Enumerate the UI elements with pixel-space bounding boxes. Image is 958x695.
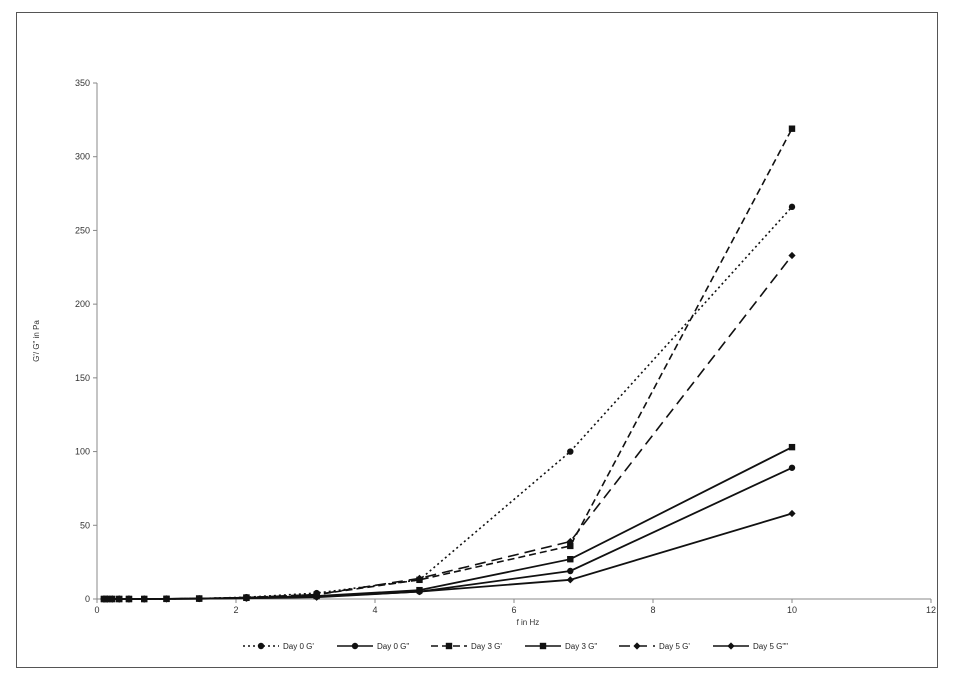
series-line <box>103 255 793 600</box>
data-point <box>125 595 133 603</box>
data-point <box>115 595 123 603</box>
legend-label: Day 0 G' <box>283 642 314 651</box>
data-point <box>567 555 574 563</box>
data-point <box>788 251 796 260</box>
legend-swatch-marker <box>445 642 453 650</box>
data-point <box>162 595 171 603</box>
legend-item: Day 0 G" <box>337 642 409 651</box>
series-6 <box>100 509 796 603</box>
line-chart: 0 50 100 150 200 250 300 350 0 2 4 6 8 10 12 f in Hz G… <box>32 78 936 651</box>
x-tick-label: 10 <box>787 605 797 615</box>
series-2 <box>100 464 796 603</box>
x-tick-label: 4 <box>372 605 377 615</box>
data-point <box>195 595 203 603</box>
legend-swatch-marker <box>257 642 265 650</box>
x-axis-title: f in Hz <box>517 618 540 627</box>
series-line <box>103 446 793 600</box>
legend-label: Day 5 G"" <box>753 642 788 651</box>
data-point <box>415 574 424 582</box>
series-layer <box>100 125 796 603</box>
y-tick-label: 250 <box>75 225 90 235</box>
y-tick-label: 300 <box>75 152 90 162</box>
y-tick-label: 0 <box>85 594 90 604</box>
x-tick-label: 12 <box>926 605 936 615</box>
data-point <box>566 576 574 584</box>
data-point <box>788 509 796 518</box>
series-4 <box>100 443 796 603</box>
legend-label: Day 3 G' <box>471 642 502 651</box>
data-point <box>313 593 321 601</box>
series-line <box>103 466 793 600</box>
data-point <box>242 594 251 602</box>
series-line <box>103 512 793 600</box>
data-point <box>788 203 796 211</box>
y-tick-label: 350 <box>75 78 90 88</box>
y-axis-title: G'/ G" in Pa <box>32 320 41 362</box>
data-point <box>788 443 796 451</box>
x-tick-label: 0 <box>94 605 99 615</box>
chart-frame: 0 50 100 150 200 250 300 350 0 2 4 6 8 10 12 f in Hz G… <box>16 12 938 668</box>
y-tick-label: 100 <box>75 447 90 457</box>
data-point <box>567 542 574 550</box>
legend-item: Day 5 G"" <box>713 642 788 651</box>
series-line <box>103 128 793 600</box>
data-point <box>567 448 574 455</box>
legend-swatch-marker <box>633 642 641 650</box>
legend-swatch-marker <box>539 642 547 650</box>
legend-item: Day 3 G' <box>431 642 502 651</box>
x-tick-label: 6 <box>511 605 516 615</box>
x-tick-label: 2 <box>233 605 238 615</box>
data-point <box>108 595 116 603</box>
x-tick-label: 8 <box>650 605 655 615</box>
legend: Day 0 G' Day 0 G" Day 3 G' Day 3 G" Day 5 G'… <box>243 642 788 651</box>
series-line <box>103 206 793 600</box>
legend-item: Day 3 G" <box>525 642 597 651</box>
axes: 0 50 100 150 200 250 300 350 0 2 4 6 8 10 12 <box>75 78 936 615</box>
data-point <box>788 464 796 471</box>
series-5 <box>100 251 796 603</box>
data-point <box>140 595 148 603</box>
y-tick-label: 200 <box>75 299 90 309</box>
data-point <box>567 567 574 575</box>
legend-label: Day 5 G' <box>659 642 690 651</box>
series-3 <box>100 125 796 603</box>
data-point <box>788 125 796 132</box>
legend-item: Day 0 G' <box>243 642 314 651</box>
series-1 <box>100 203 796 603</box>
legend-label: Day 0 G" <box>377 642 409 651</box>
legend-swatch-marker <box>727 642 735 650</box>
y-tick-label: 150 <box>75 373 90 383</box>
legend-label: Day 3 G" <box>565 642 597 651</box>
legend-item: Day 5 G' <box>619 642 690 651</box>
data-point <box>566 537 574 546</box>
y-tick-label: 50 <box>80 520 90 530</box>
data-point <box>415 588 424 596</box>
data-point <box>103 595 112 603</box>
legend-swatch-marker <box>351 642 359 650</box>
